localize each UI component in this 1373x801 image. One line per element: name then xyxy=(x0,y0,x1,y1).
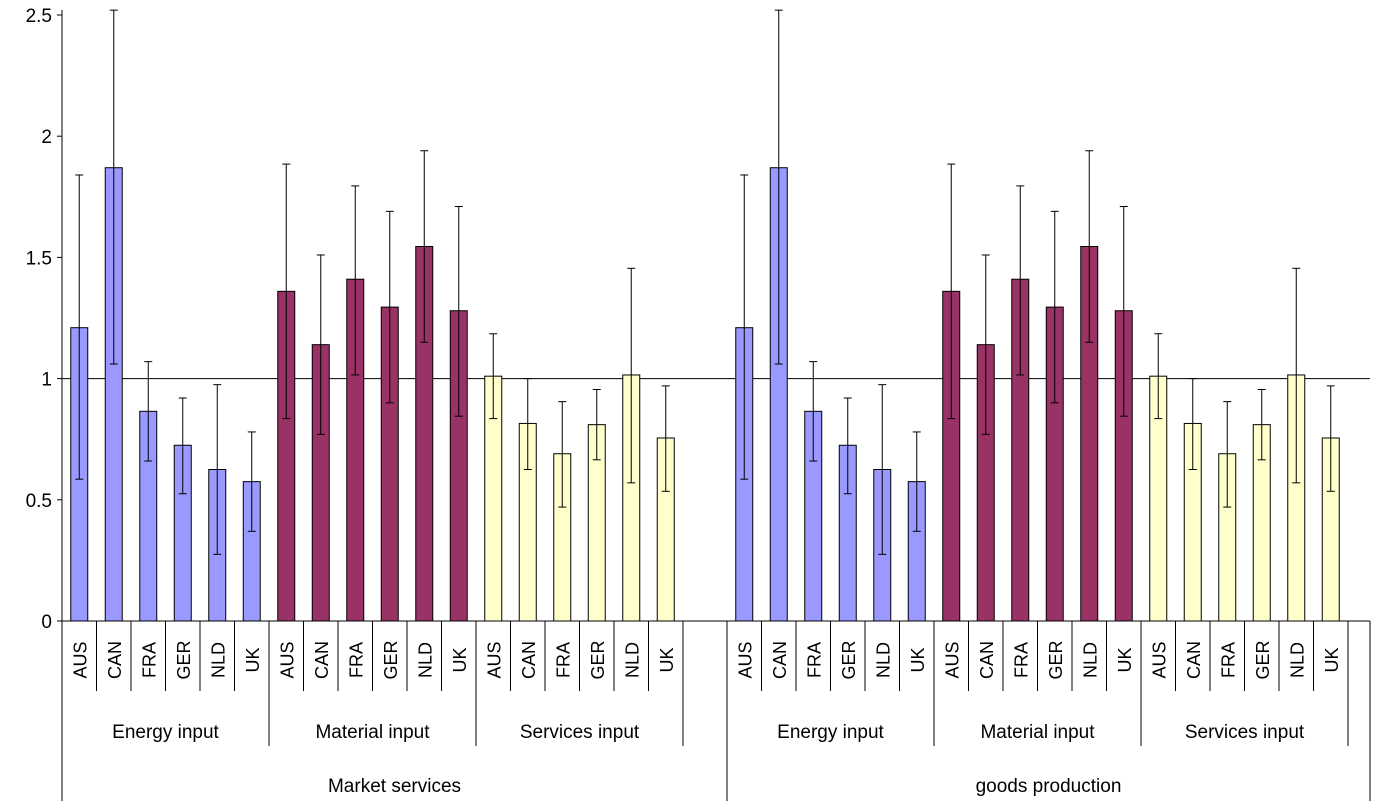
category-label: NLD xyxy=(208,642,228,678)
subgroup-label: Services input xyxy=(520,722,640,743)
error-bars xyxy=(75,9,1335,555)
category-label: FRA xyxy=(804,642,824,678)
category-label: FRA xyxy=(1011,642,1031,678)
category-label: AUS xyxy=(1149,641,1169,678)
category-label: GER xyxy=(174,640,194,679)
y-tick-label: 1 xyxy=(41,370,52,391)
subgroup-label: Energy input xyxy=(112,722,219,743)
category-label: AUS xyxy=(735,641,755,678)
category-label: FRA xyxy=(139,642,159,678)
y-tick-label: 2 xyxy=(41,127,52,148)
subgroup-label: Services input xyxy=(1185,722,1305,743)
category-label: GER xyxy=(588,640,608,679)
category-label: UK xyxy=(450,647,470,672)
category-label: UK xyxy=(657,647,677,672)
category-label: NLD xyxy=(1080,642,1100,678)
category-label: AUS xyxy=(942,641,962,678)
category-label: UK xyxy=(908,647,928,672)
category-labels: AUS CAN FRA GER NLD UK Energy input AUS CAN FRA GE… xyxy=(61,621,1371,801)
category-label: UK xyxy=(1115,647,1135,672)
category-label: NLD xyxy=(415,642,435,678)
category-label: GER xyxy=(1253,640,1273,679)
category-label: CAN xyxy=(312,641,332,679)
category-label: UK xyxy=(243,647,263,672)
category-label: AUS xyxy=(484,641,504,678)
category-label: GER xyxy=(1046,640,1066,679)
subgroup-label: Energy input xyxy=(777,722,884,743)
category-label: NLD xyxy=(622,642,642,678)
category-label: FRA xyxy=(1218,642,1238,678)
category-label: CAN xyxy=(105,641,125,679)
category-label: FRA xyxy=(346,642,366,678)
group-label: goods production xyxy=(976,776,1122,797)
category-label: AUS xyxy=(277,641,297,678)
category-label: FRA xyxy=(553,642,573,678)
category-label: CAN xyxy=(770,641,790,679)
category-label: AUS xyxy=(70,641,90,678)
y-tick-label: 0 xyxy=(41,612,52,633)
axes: 0 0.5 1 1.5 2 2.5 xyxy=(26,6,1370,633)
group-label: Market services xyxy=(328,776,461,797)
category-label: UK xyxy=(1322,647,1342,672)
y-tick-label: 0.5 xyxy=(26,491,52,512)
subgroup-label: Material input xyxy=(980,722,1095,743)
category-label: NLD xyxy=(1287,642,1307,678)
bars xyxy=(70,167,1340,622)
category-label: CAN xyxy=(519,641,539,679)
category-label: GER xyxy=(381,640,401,679)
category-label: GER xyxy=(839,640,859,679)
y-tick-label: 2.5 xyxy=(26,6,52,27)
subgroup-label: Material input xyxy=(315,722,430,743)
y-tick-label: 1.5 xyxy=(26,248,52,269)
category-label: NLD xyxy=(873,642,893,678)
category-label: CAN xyxy=(1184,641,1204,679)
category-label: CAN xyxy=(977,641,997,679)
